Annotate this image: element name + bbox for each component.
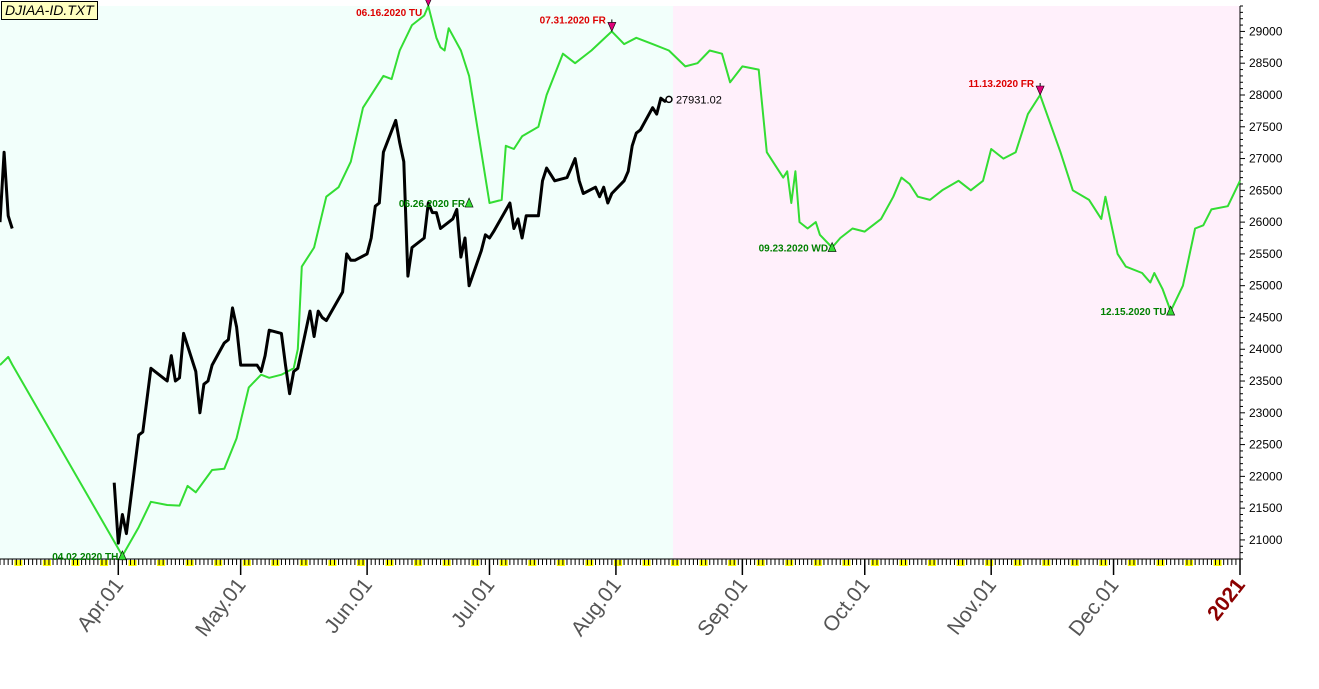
low-label: 09.23.2020 WD bbox=[759, 244, 829, 255]
chart-title: DJIAA-ID.TXT bbox=[1, 1, 98, 20]
plot-area: 27931.02 bbox=[0, 5, 1241, 557]
low-marker bbox=[117, 550, 127, 561]
high-label: 06.16.2020 TU bbox=[356, 8, 422, 19]
y-tick-label: 21000 bbox=[1249, 533, 1283, 547]
x-tick-label: Oct.01 bbox=[818, 574, 874, 637]
y-tick-label: 23000 bbox=[1249, 406, 1283, 420]
y-tick-label: 28000 bbox=[1249, 88, 1283, 102]
x-tick-label: Jun.01 bbox=[320, 574, 377, 638]
high-label: 07.31.2020 FR bbox=[540, 15, 607, 26]
past-region bbox=[0, 6, 674, 559]
x-tick-label: May.01 bbox=[191, 574, 251, 641]
chart-background bbox=[0, 6, 1240, 559]
forecast-region bbox=[673, 6, 1240, 559]
y-tick-label: 22000 bbox=[1249, 469, 1283, 483]
y-tick-label: 24000 bbox=[1249, 342, 1283, 356]
last-value-label: 27931.02 bbox=[676, 94, 722, 106]
actual-line bbox=[112, 96, 670, 545]
low-label: 04.02.2020 TH bbox=[52, 552, 118, 563]
x-axis: Apr.01 May.01 Jun.01 Jul.01 Aug.01 Sep.01 Oct.… bbox=[0, 558, 1250, 641]
y-tick-label: 27500 bbox=[1249, 120, 1283, 134]
x-tick-label: Nov.01 bbox=[943, 574, 1001, 639]
high-marker bbox=[425, 0, 432, 7]
x-tick-label: Apr.01 bbox=[73, 574, 129, 636]
y-tick-label: 28500 bbox=[1249, 56, 1283, 70]
y-tick-label: 25500 bbox=[1249, 247, 1283, 261]
annotations: 04.02.2020 TH 06.16.2020 TU 06.26.2020 FR 0… bbox=[52, 0, 1176, 563]
y-tick-label: 24500 bbox=[1249, 310, 1283, 324]
y-tick-label: 22500 bbox=[1249, 438, 1283, 452]
high-marker bbox=[607, 22, 617, 33]
low-marker bbox=[464, 197, 474, 208]
low-label: 06.26.2020 FR bbox=[399, 199, 466, 210]
y-tick-label: 29000 bbox=[1249, 24, 1283, 38]
low-marker bbox=[827, 241, 837, 252]
x-tick-label: Aug.01 bbox=[567, 574, 626, 641]
x-tick-label: Sep.01 bbox=[693, 574, 752, 641]
forecast-line bbox=[0, 5, 1241, 557]
x-tick-label: 2021 bbox=[1203, 574, 1250, 625]
x-tick-label: Jul.01 bbox=[447, 574, 500, 632]
x-tick-label: Dec.01 bbox=[1064, 574, 1123, 641]
low-marker bbox=[1166, 305, 1176, 316]
y-tick-label: 23500 bbox=[1249, 374, 1283, 388]
actual-line bbox=[0, 150, 14, 229]
high-label: 11.13.2020 FR bbox=[969, 79, 1035, 90]
low-label: 12.15.2020 TU bbox=[1100, 307, 1166, 318]
last-value-marker bbox=[665, 95, 673, 104]
y-tick-label: 26500 bbox=[1249, 183, 1283, 197]
y-axis: 21000 21500 22000 22500 23000 23500 24000 24500… bbox=[1239, 5, 1283, 561]
y-tick-label: 21500 bbox=[1249, 501, 1283, 515]
y-tick-label: 27000 bbox=[1249, 152, 1283, 166]
y-tick-label: 25000 bbox=[1249, 279, 1283, 293]
y-tick-label: 26000 bbox=[1249, 215, 1283, 229]
